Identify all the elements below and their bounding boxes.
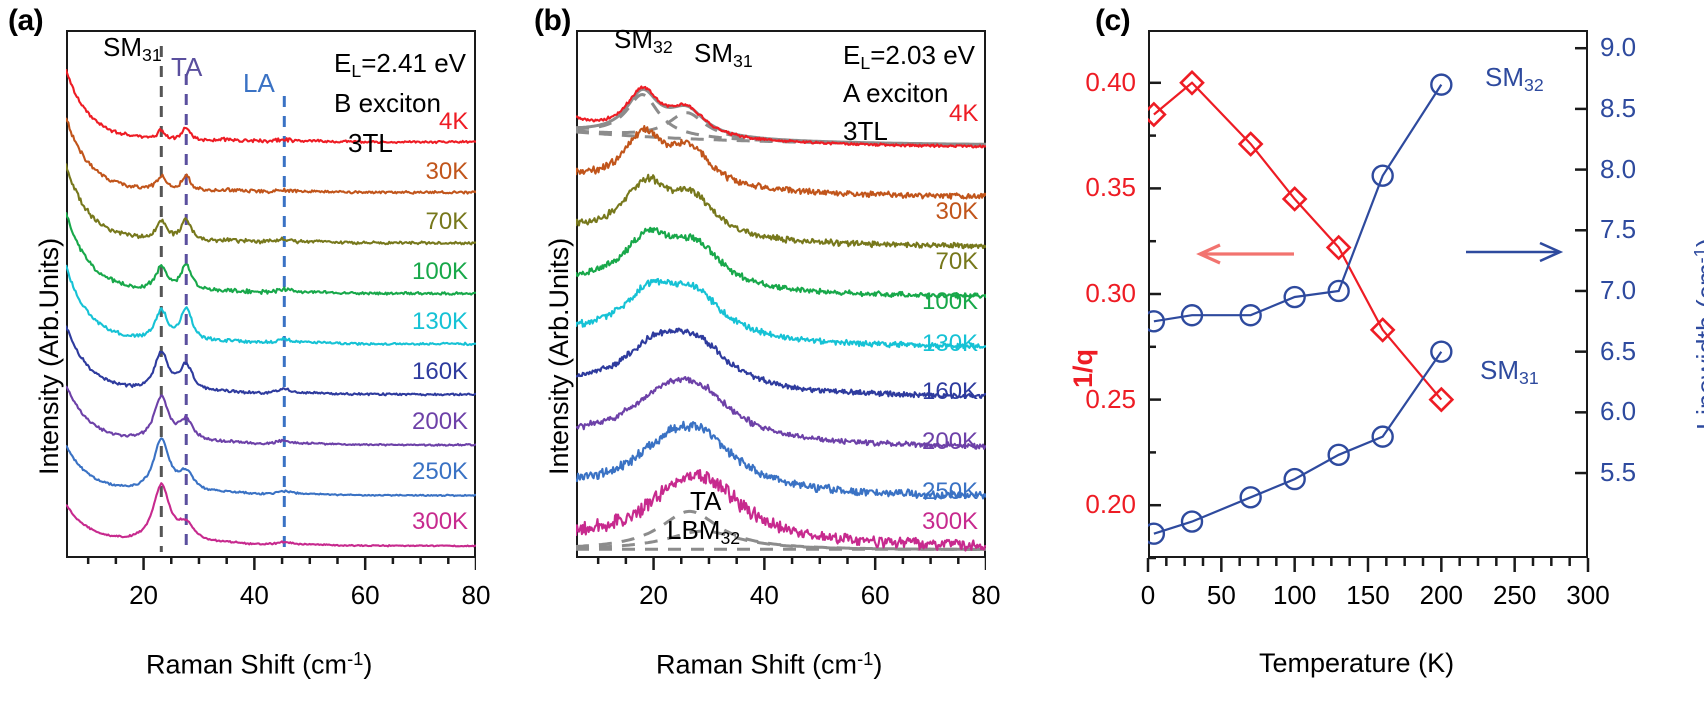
panel-a-label: (a) bbox=[8, 4, 44, 37]
panel-a-yaxis-title: Intensity (Arb.Units) bbox=[34, 237, 64, 475]
panel-c-xtick-150: 150 bbox=[1346, 580, 1390, 610]
panel-c-xaxis-title: Temperature (K) bbox=[1259, 648, 1455, 678]
panel-c-right-ytick-7.0: 7.0 bbox=[1600, 274, 1637, 305]
panel-c-left-ytick-0.25: 0.25 bbox=[1085, 383, 1136, 414]
panel-b-label: (b) bbox=[534, 4, 571, 37]
panel-c-left-yaxis-title: 1/q bbox=[1068, 348, 1098, 388]
panel-a-temp-label-300K: 300K bbox=[412, 508, 469, 535]
panel-c-axis-ticks bbox=[1146, 46, 1590, 572]
panel-b-temp-label-100K: 100K bbox=[922, 288, 979, 315]
panel-c-right-ytick-5.5: 5.5 bbox=[1600, 457, 1637, 488]
panel-c-right-ytick-6.0: 6.0 bbox=[1600, 396, 1637, 427]
panel-a-layers: 3TL bbox=[348, 128, 393, 158]
panel-a-temp-label-70K: 70K bbox=[425, 208, 469, 235]
panel-b-temp-label-160K: 160K bbox=[922, 378, 979, 405]
panel-c-xtick-50: 50 bbox=[1206, 580, 1236, 610]
panel-c-xtick-100: 100 bbox=[1272, 580, 1317, 610]
panel-a-plot bbox=[66, 46, 476, 552]
panel-b-ta-annotation: TA bbox=[690, 486, 722, 516]
panel-b-temp-label-30K: 30K bbox=[935, 198, 979, 225]
panel-c-xtick-300: 300 bbox=[1566, 580, 1610, 610]
panel-c-left-ytick-0.20: 0.20 bbox=[1085, 489, 1136, 520]
panel-b-plot bbox=[576, 85, 986, 552]
panel-b-yaxis-title: Intensity (Arb.Units) bbox=[544, 237, 574, 475]
panel-a-temp-label-130K: 130K bbox=[412, 308, 469, 335]
panel-a-xtick-20: 20 bbox=[129, 580, 159, 610]
panel-b-temp-label-200K: 200K bbox=[922, 428, 979, 455]
panel-a-temp-label-4K: 4K bbox=[439, 108, 469, 135]
panel-b-laser-energy: EL=2.03 eV bbox=[843, 40, 975, 73]
panel-b-lbm-annotation: LBM32 bbox=[667, 515, 741, 548]
panel-b-xtick-40: 40 bbox=[749, 580, 779, 610]
panel-b-exciton: A exciton bbox=[843, 78, 949, 108]
panel-a-sm31-annotation: SM31 bbox=[103, 32, 162, 65]
panel-c-xtick-250: 250 bbox=[1492, 580, 1537, 610]
panel-b-xtick-60: 60 bbox=[860, 580, 890, 610]
panel-c-right-ytick-8.0: 8.0 bbox=[1600, 153, 1637, 184]
panel-a-xaxis-ticks bbox=[86, 556, 476, 570]
panel-c-xtick-0: 0 bbox=[1140, 580, 1156, 610]
panel-a-xaxis-title: Raman Shift (cm-1) bbox=[146, 648, 373, 680]
panel-a-xtick-80: 80 bbox=[461, 580, 491, 610]
panel-b-xaxis-ticks bbox=[596, 556, 986, 570]
panel-b-sm31-annotation: SM31 bbox=[694, 38, 753, 71]
panel-b-temp-label-300K: 300K bbox=[922, 508, 979, 535]
panel-c-sm32-label: SM32 bbox=[1485, 62, 1544, 95]
panel-a-temp-label-200K: 200K bbox=[412, 408, 469, 435]
panel-a-temp-label-160K: 160K bbox=[412, 358, 469, 385]
panel-c-plot bbox=[1148, 69, 1564, 545]
panel-b-xtick-20: 20 bbox=[639, 580, 669, 610]
panel-b-xtick-80: 80 bbox=[971, 580, 1001, 610]
panel-c-left-ytick-0.35: 0.35 bbox=[1085, 172, 1136, 203]
panel-a-temp-label-250K: 250K bbox=[412, 458, 469, 485]
panel-c-right-yaxis-title: Linewidth (cm-1) bbox=[1690, 238, 1704, 430]
panel-c-right-ytick-6.5: 6.5 bbox=[1600, 335, 1637, 366]
panel-c-left-ytick-0.40: 0.40 bbox=[1085, 66, 1136, 97]
panel-c-label: (c) bbox=[1095, 4, 1131, 37]
panel-a-exciton: B exciton bbox=[334, 88, 441, 118]
panel-b-xaxis-title: Raman Shift (cm-1) bbox=[656, 648, 883, 680]
panel-c-xtick-200: 200 bbox=[1419, 580, 1464, 610]
panel-a-ta-annotation: TA bbox=[171, 52, 203, 82]
panel-c-right-ytick-9.0: 9.0 bbox=[1600, 32, 1637, 63]
panel-c-right-ytick-8.5: 8.5 bbox=[1600, 92, 1637, 123]
panel-a-la-annotation: LA bbox=[243, 68, 275, 98]
panel-a-xtick-40: 40 bbox=[239, 580, 269, 610]
panel-c-left-ytick-0.30: 0.30 bbox=[1085, 278, 1136, 308]
panel-a-xtick-60: 60 bbox=[350, 580, 380, 610]
panel-a-temp-label-100K: 100K bbox=[412, 258, 469, 285]
panel-c-frame bbox=[1148, 30, 1588, 558]
panel-a-temp-label-30K: 30K bbox=[425, 158, 469, 185]
panel-b-temp-label-4K: 4K bbox=[949, 100, 979, 127]
panel-b-layers: 3TL bbox=[843, 116, 888, 146]
panel-b-temp-label-70K: 70K bbox=[935, 248, 979, 275]
panel-c-sm31-label: SM31 bbox=[1480, 355, 1539, 388]
panel-b-temp-label-130K: 130K bbox=[922, 330, 979, 357]
panel-b-temp-label-250K: 250K bbox=[922, 478, 979, 505]
panel-a-laser-energy: EL=2.41 eV bbox=[334, 48, 466, 81]
panel-c-right-ytick-7.5: 7.5 bbox=[1600, 214, 1637, 245]
panel-b-sm32-annotation: SM32 bbox=[614, 24, 673, 57]
